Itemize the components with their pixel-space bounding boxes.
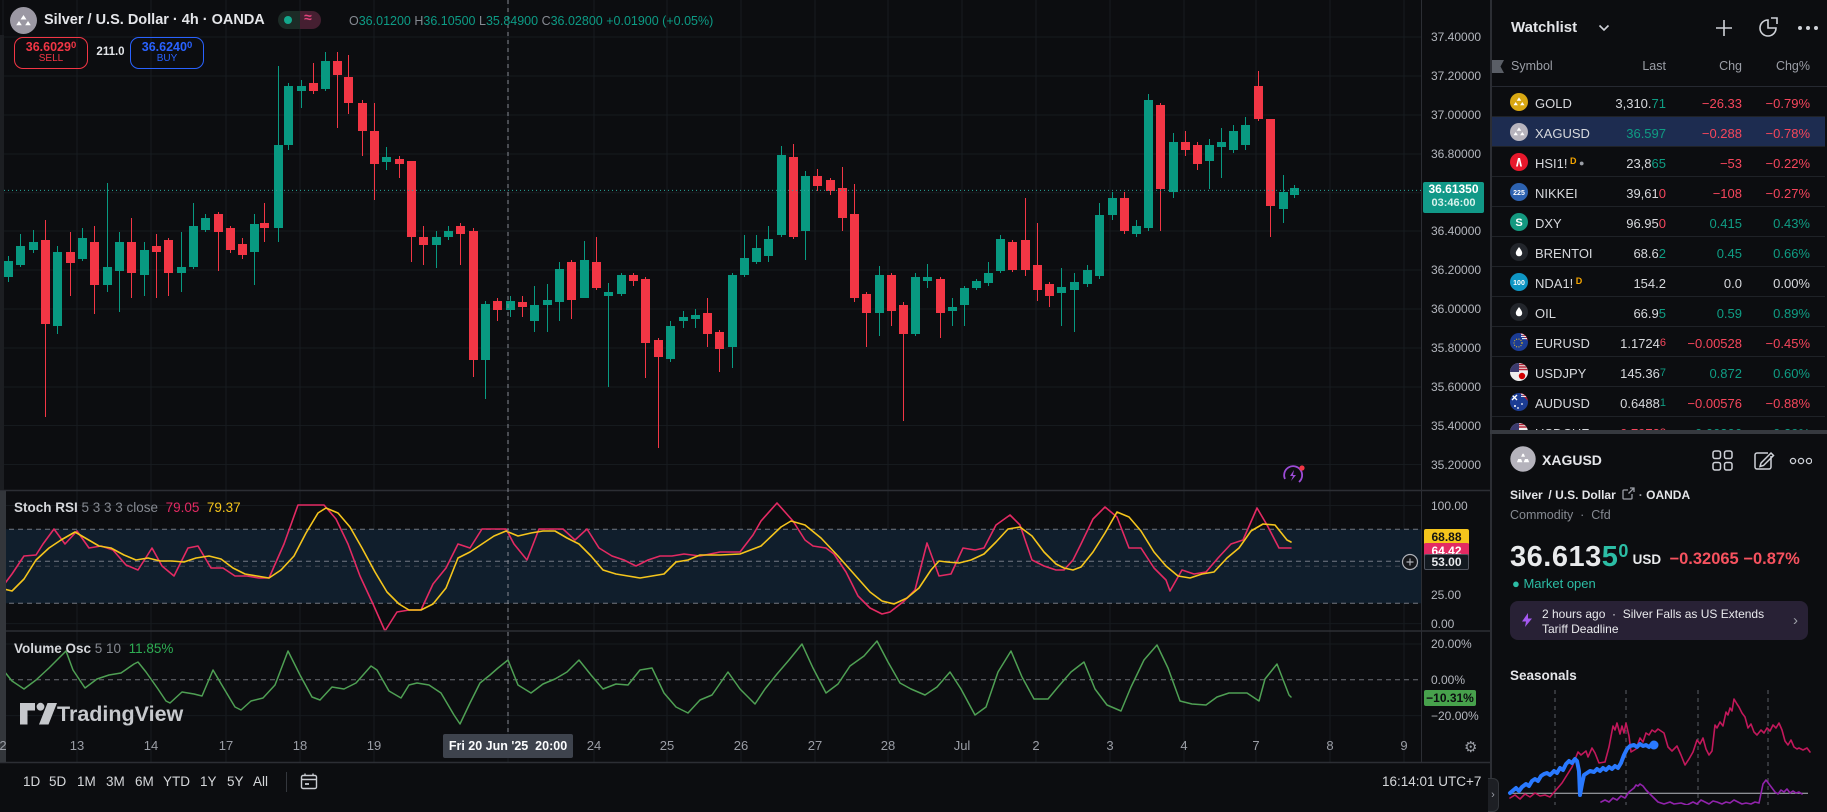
svg-text:225: 225 xyxy=(1513,190,1525,197)
svg-text:100: 100 xyxy=(1513,279,1525,286)
svg-text:S: S xyxy=(1515,217,1522,229)
svg-text:TradingView: TradingView xyxy=(57,702,184,726)
